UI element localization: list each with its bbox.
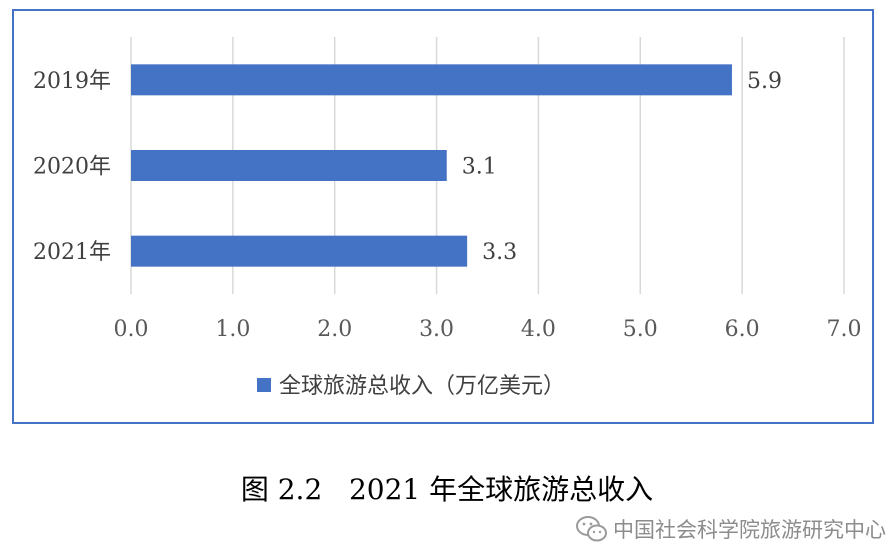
x-tick-label: 0.0 [114, 317, 149, 342]
bar-chart: 0.0 1.0 2.0 3.0 4.0 5.0 6.0 7.0 2019年 5.9 2020年 3.1… [33, 37, 862, 399]
bar [131, 64, 732, 96]
x-tick-label: 3.0 [419, 317, 454, 342]
x-tick-label: 4.0 [521, 317, 556, 342]
data-label: 3.1 [462, 155, 497, 180]
category-label: 2019年 [33, 69, 111, 94]
data-label: 3.3 [482, 240, 517, 265]
x-tick-label: 7.0 [827, 317, 862, 342]
bar [131, 150, 447, 181]
category-label: 2020年 [33, 155, 111, 180]
data-label: 5.9 [747, 69, 782, 94]
x-tick-label: 1.0 [215, 317, 250, 342]
wechat-icon [576, 516, 607, 542]
legend-label: 全球旅游总收入（万亿美元） [279, 374, 565, 399]
bar [131, 235, 468, 267]
watermark: 中国社会科学院旅游研究中心 [575, 512, 886, 546]
x-tick-label: 2.0 [317, 317, 352, 342]
watermark-text: 中国社会科学院旅游研究中心 [613, 518, 886, 542]
x-tick-label: 5.0 [623, 317, 658, 342]
chart-frame: 0.0 1.0 2.0 3.0 4.0 5.0 6.0 7.0 2019年 5.9 2020年 3.1… [12, 9, 874, 424]
figure-caption: 图 2.2 2021 年全球旅游总收入 [240, 473, 654, 506]
category-label: 2021年 [33, 240, 111, 265]
x-tick-label: 6.0 [725, 317, 760, 342]
legend-swatch [257, 378, 271, 392]
